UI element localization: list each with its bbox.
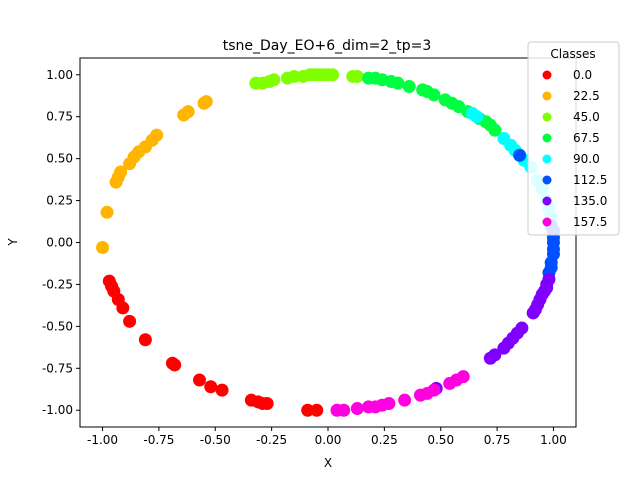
data-point	[513, 148, 527, 162]
y-tick-label: 0.50	[46, 152, 73, 166]
data-point	[114, 165, 128, 179]
y-tick-label: -0.75	[42, 361, 73, 375]
data-point	[96, 241, 110, 255]
y-axis-label: Y	[6, 238, 20, 247]
data-point	[526, 306, 540, 320]
data-point	[199, 95, 213, 109]
legend-entry: 45.0	[573, 110, 600, 124]
legend-marker	[542, 133, 552, 143]
data-point	[123, 314, 137, 328]
data-point	[204, 380, 218, 394]
data-point	[330, 403, 344, 417]
x-tick-label: 1.00	[540, 433, 567, 447]
data-point	[350, 402, 364, 416]
legend-entry: 135.0	[573, 194, 607, 208]
legend-marker	[542, 91, 552, 101]
legend-items: 0.0 22.5 45.0 67.5 90.0 112.5 135.0 157.5	[542, 68, 607, 229]
data-point	[326, 68, 340, 82]
data-point	[260, 397, 274, 411]
data-point	[287, 69, 301, 83]
data-point	[310, 403, 324, 417]
y-axis: -1.00 -0.75 -0.50 -0.25 0.00 0.25 0.50 0.75 1.00	[42, 68, 80, 417]
legend-marker	[542, 217, 552, 227]
legend-box	[527, 41, 620, 236]
y-tick-label: 1.00	[46, 68, 73, 82]
data-point	[398, 393, 412, 407]
legend-marker	[542, 196, 552, 206]
x-tick-label: 0.50	[427, 433, 454, 447]
legend: Classes 0.0 22.5 45.0 67.5 90.0 112.5 135.0 157…	[527, 41, 620, 236]
legend-entry: 22.5	[573, 89, 600, 103]
data-point	[267, 73, 281, 87]
data-point	[138, 333, 152, 347]
x-tick-label: -1.00	[87, 433, 118, 447]
data-point	[488, 123, 502, 137]
data-point	[427, 88, 441, 102]
data-point	[362, 400, 376, 414]
plot-frame	[79, 57, 577, 428]
y-tick-label: 0.25	[46, 194, 73, 208]
x-tick-label: -0.25	[256, 433, 287, 447]
legend-entry: 0.0	[573, 68, 592, 82]
data-point	[391, 76, 405, 90]
data-point	[181, 105, 195, 119]
legend-marker	[542, 70, 552, 80]
x-axis: -1.00 -0.75 -0.50 -0.25 0.00 0.25 0.50 0.75 1.00	[87, 427, 567, 447]
legend-marker	[542, 175, 552, 185]
x-tick-label: 0.00	[315, 433, 342, 447]
data-point	[470, 110, 484, 124]
x-tick-label: 0.75	[484, 433, 511, 447]
legend-marker	[542, 112, 552, 122]
legend-marker	[542, 154, 552, 164]
data-point	[350, 69, 364, 83]
x-axis-label: X	[324, 456, 332, 470]
legend-entry: 67.5	[573, 131, 600, 145]
data-point	[168, 358, 182, 372]
plot-area	[96, 68, 560, 417]
data-point	[497, 341, 511, 355]
legend-entry: 90.0	[573, 152, 600, 166]
x-tick-label: -0.75	[143, 433, 174, 447]
data-point	[483, 351, 497, 365]
legend-entry: 157.5	[573, 215, 607, 229]
x-tick-label: 0.25	[371, 433, 398, 447]
data-point	[150, 128, 164, 142]
legend-title: Classes	[550, 47, 595, 61]
data-point	[301, 403, 315, 417]
y-tick-label: -0.50	[42, 319, 73, 333]
data-point	[402, 80, 416, 94]
data-point	[413, 388, 427, 402]
data-point	[215, 383, 229, 397]
y-tick-label: -0.25	[42, 277, 73, 291]
y-tick-label: 0.75	[46, 110, 73, 124]
data-point	[192, 373, 206, 387]
y-tick-label: 0.00	[46, 236, 73, 250]
data-point	[100, 205, 114, 219]
y-tick-label: -1.00	[42, 403, 73, 417]
data-point	[443, 376, 457, 390]
data-point	[102, 274, 116, 288]
chart-title: tsne_Day_EO+6_dim=2_tp=3	[223, 38, 431, 54]
legend-entry: 112.5	[573, 173, 607, 187]
x-tick-label: -0.50	[200, 433, 231, 447]
